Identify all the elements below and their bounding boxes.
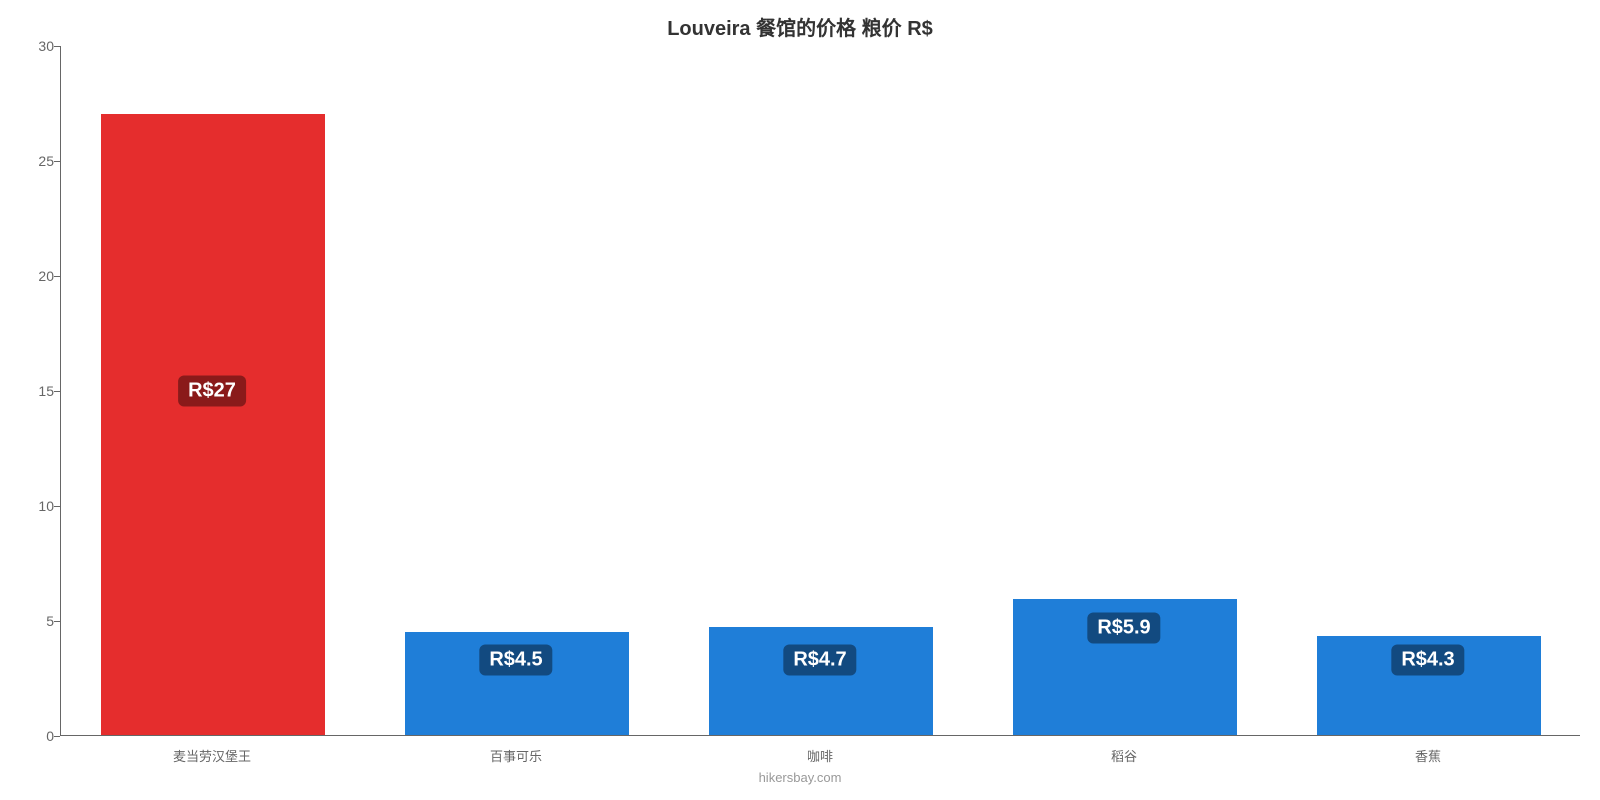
x-tick-label: 咖啡	[807, 746, 833, 765]
plot-area	[60, 46, 1580, 736]
bar-value-label: R$27	[178, 376, 246, 407]
x-tick-label: 麦当劳汉堡王	[173, 746, 251, 765]
x-tick-label: 香蕉	[1415, 746, 1441, 765]
price-chart: Louveira 餐馆的价格 粮价 R$ hikersbay.com 0 5 10 1…	[0, 0, 1600, 800]
bar-value-label: R$4.3	[1391, 645, 1464, 676]
credit-text: hikersbay.com	[0, 770, 1600, 785]
x-tick-label: 百事可乐	[490, 746, 542, 765]
y-tick-label: 30	[26, 38, 54, 54]
y-tick-label: 20	[26, 268, 54, 284]
y-tick-mark	[54, 161, 60, 162]
bar	[709, 627, 934, 735]
y-tick-mark	[54, 276, 60, 277]
bar-value-label: R$4.5	[479, 645, 552, 676]
y-tick-label: 5	[26, 613, 54, 629]
y-tick-mark	[54, 46, 60, 47]
y-tick-mark	[54, 506, 60, 507]
bar	[101, 114, 326, 735]
y-tick-label: 0	[26, 728, 54, 744]
y-tick-mark	[54, 736, 60, 737]
bar-value-label: R$4.7	[783, 645, 856, 676]
y-tick-label: 15	[26, 383, 54, 399]
y-tick-label: 10	[26, 498, 54, 514]
y-tick-mark	[54, 621, 60, 622]
y-tick-label: 25	[26, 153, 54, 169]
x-tick-label: 稻谷	[1111, 746, 1137, 765]
bar-value-label: R$5.9	[1087, 612, 1160, 643]
chart-title: Louveira 餐馆的价格 粮价 R$	[0, 12, 1600, 41]
y-tick-mark	[54, 391, 60, 392]
